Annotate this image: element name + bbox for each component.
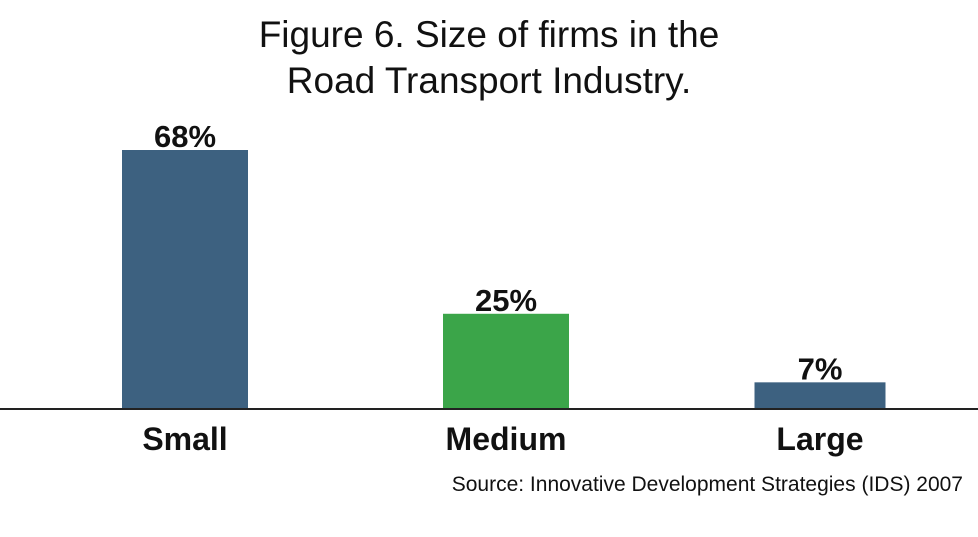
bar-small [122, 150, 248, 409]
chart-title-line-2: Road Transport Industry. [287, 60, 691, 101]
category-label-large: Large [776, 421, 863, 457]
chart-title-line-1: Figure 6. Size of firms in the [259, 14, 720, 55]
source-note: Source: Innovative Development Strategie… [452, 473, 963, 496]
value-label-small: 68% [154, 119, 216, 154]
category-label-small: Small [142, 421, 227, 457]
category-label-medium: Medium [446, 421, 567, 457]
value-label-large: 7% [798, 351, 843, 386]
category-labels-group: Small Medium Large [142, 421, 863, 457]
value-labels-group: 68% 25% 7% [154, 119, 842, 386]
bar-medium [443, 313, 569, 409]
value-label-medium: 25% [475, 283, 537, 318]
bars-group [122, 150, 886, 409]
bar-large [754, 382, 886, 409]
